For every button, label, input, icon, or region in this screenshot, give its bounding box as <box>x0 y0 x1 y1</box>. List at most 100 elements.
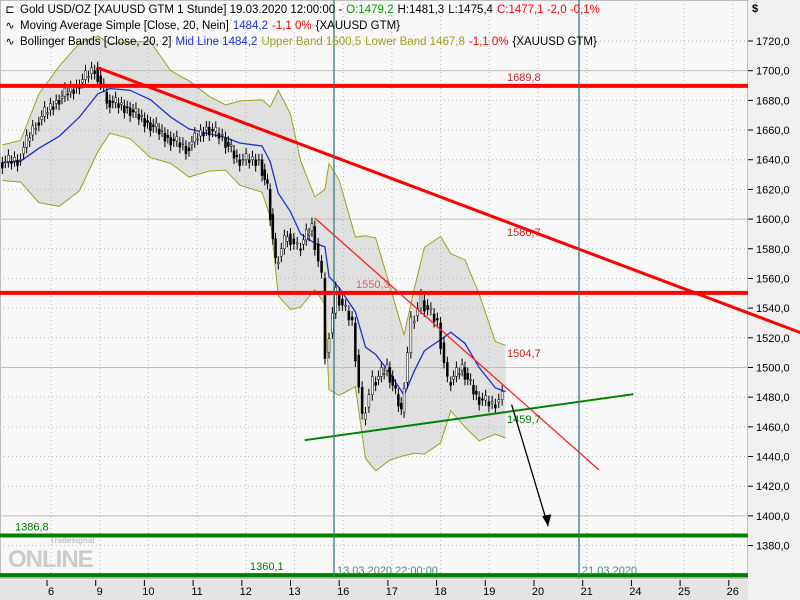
candle <box>49 103 52 111</box>
candle <box>16 159 19 166</box>
candle <box>193 132 197 143</box>
candle <box>469 379 472 381</box>
y-tick-label: 1480,0 <box>756 392 790 404</box>
y-tick-label: 1560,0 <box>756 273 790 285</box>
candle <box>439 322 442 349</box>
candle <box>360 387 364 414</box>
candle <box>172 138 176 142</box>
candle <box>123 105 126 113</box>
candle <box>402 388 406 413</box>
candle <box>466 373 470 380</box>
candle <box>463 367 467 380</box>
candle <box>426 304 429 310</box>
candle <box>388 367 392 383</box>
candle <box>280 248 283 257</box>
candle <box>175 136 179 142</box>
logo-wordmark: ONLINE <box>8 546 94 573</box>
candle <box>96 67 99 83</box>
vertical-line-label: 13.03.2020 22:00:00 <box>337 565 438 577</box>
candle <box>241 159 245 161</box>
candle <box>455 367 458 377</box>
candle <box>382 373 386 375</box>
legend-price: ⊏ Gold USD/OZ [XAUUSD GTM 1 Stunde] 19.0… <box>5 4 600 16</box>
candle <box>423 300 426 312</box>
y-tick-label: 1540,0 <box>756 303 790 315</box>
candle <box>399 402 403 410</box>
candle <box>446 362 449 377</box>
candle <box>490 401 494 404</box>
candle <box>208 126 211 136</box>
bollinger-fill <box>2 35 506 471</box>
candle <box>137 113 141 120</box>
y-tick-label: 1660,0 <box>756 125 790 137</box>
candle <box>497 399 501 403</box>
candle <box>227 141 230 147</box>
candle <box>84 70 87 80</box>
candle <box>238 159 241 166</box>
candle <box>187 147 191 152</box>
candle <box>251 156 254 160</box>
candle <box>87 76 90 78</box>
candle <box>163 132 167 142</box>
candle <box>72 89 75 94</box>
candle <box>344 304 347 307</box>
candle <box>31 125 34 136</box>
candle <box>99 75 102 85</box>
candle <box>149 122 152 131</box>
candle <box>391 376 394 386</box>
candle <box>283 235 286 250</box>
candle <box>152 124 155 128</box>
candle <box>120 102 123 105</box>
candle <box>117 103 120 108</box>
candle <box>416 307 419 316</box>
y-tick-label: 1620,0 <box>756 184 790 196</box>
candle <box>46 112 49 115</box>
horizontal-line-label: 1386,8 <box>15 521 49 533</box>
horizontal-line-label: 1550,3 <box>356 279 390 291</box>
candle <box>40 116 43 120</box>
x-tick-label: 11 <box>191 586 202 598</box>
candle <box>268 189 272 221</box>
candle <box>4 161 7 163</box>
legend: ⊏ Gold USD/OZ [XAUUSD GTM 1 Stunde] 19.0… <box>4 2 600 50</box>
candle <box>367 394 371 408</box>
candle <box>217 133 221 139</box>
x-tick-label: 6 <box>48 586 54 598</box>
candle <box>442 342 446 363</box>
candle <box>341 298 344 306</box>
candle <box>244 153 248 160</box>
y-tick-label: 1460,0 <box>756 422 790 434</box>
candle <box>316 243 320 262</box>
candle <box>43 106 46 117</box>
candle <box>190 141 194 146</box>
candle <box>57 100 61 105</box>
y-axis-panel <box>748 0 800 600</box>
candle <box>357 354 361 388</box>
candle <box>140 115 143 117</box>
candle <box>292 238 296 245</box>
candle <box>196 138 199 141</box>
candle <box>307 233 311 236</box>
candle <box>334 287 338 314</box>
candle <box>60 95 64 99</box>
candle <box>90 67 93 74</box>
candle <box>178 142 182 148</box>
plot-area <box>0 0 749 579</box>
candle <box>19 159 22 161</box>
candle <box>266 179 269 184</box>
y-tick-label: 1640,0 <box>756 155 790 167</box>
candle <box>169 137 172 146</box>
candle <box>248 159 251 163</box>
candle <box>66 93 70 96</box>
candle <box>181 142 185 145</box>
candle <box>409 316 413 353</box>
trend-line <box>314 217 600 471</box>
candle <box>166 135 170 138</box>
y-tick-label: 1580,0 <box>756 244 790 256</box>
candle <box>13 156 16 161</box>
arrow-head-icon <box>542 514 552 527</box>
candle <box>374 382 377 386</box>
candle <box>481 398 484 401</box>
candle <box>397 393 400 407</box>
